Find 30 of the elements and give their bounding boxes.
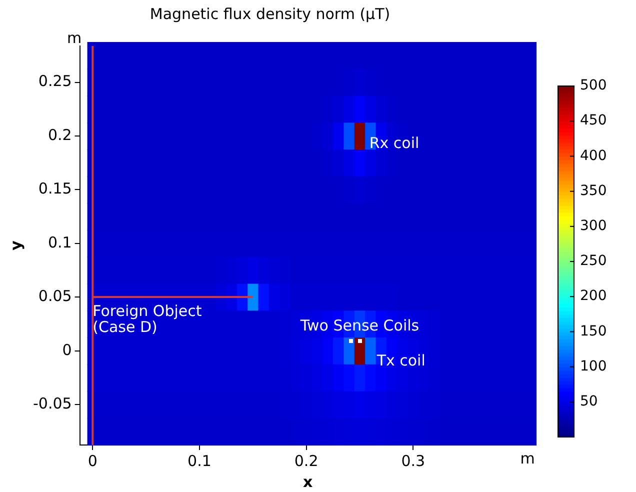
color-bar-label: 100 <box>580 358 607 374</box>
annotation: Rx coil <box>369 134 420 152</box>
color-bar-label: 350 <box>580 182 607 199</box>
color-bar-label: 150 <box>580 323 607 340</box>
y-tick-label: 0.1 <box>48 233 72 252</box>
color-bar-label: 400 <box>580 148 607 164</box>
annotation: Tx coil <box>376 352 426 370</box>
color-bar-label: 450 <box>580 112 607 129</box>
y-axis-title: y <box>6 240 25 250</box>
x-tick-label: 0 <box>88 452 98 470</box>
x-tick-label: 0.1 <box>188 452 212 470</box>
color-bar-label: 200 <box>580 288 607 304</box>
y-tick-label: 0.05 <box>38 287 72 306</box>
x-axis-title: x <box>303 472 314 491</box>
y-tick-label: 0.25 <box>38 72 72 90</box>
y-tick-label: 0 <box>62 340 72 359</box>
annotation: m <box>66 29 82 48</box>
color-bar-label: 500 <box>580 78 607 94</box>
y-tick-label: -0.05 <box>33 394 72 413</box>
annotation: Foreign Object (Case D) <box>92 302 202 336</box>
color-bar-label: 50 <box>580 394 598 410</box>
x-tick-label: 0.3 <box>401 452 426 470</box>
color-bar-label: 250 <box>580 253 607 270</box>
annotation: Two Sense Coils <box>299 316 420 335</box>
x-tick-label: 0.2 <box>294 452 318 470</box>
y-tick-label: 0.15 <box>38 180 72 198</box>
color-bar-label: 300 <box>580 218 607 234</box>
chart-title: Magnetic flux density norm (μT) <box>150 4 390 23</box>
text: m <box>520 450 535 468</box>
y-tick-label: 0.2 <box>48 126 72 144</box>
